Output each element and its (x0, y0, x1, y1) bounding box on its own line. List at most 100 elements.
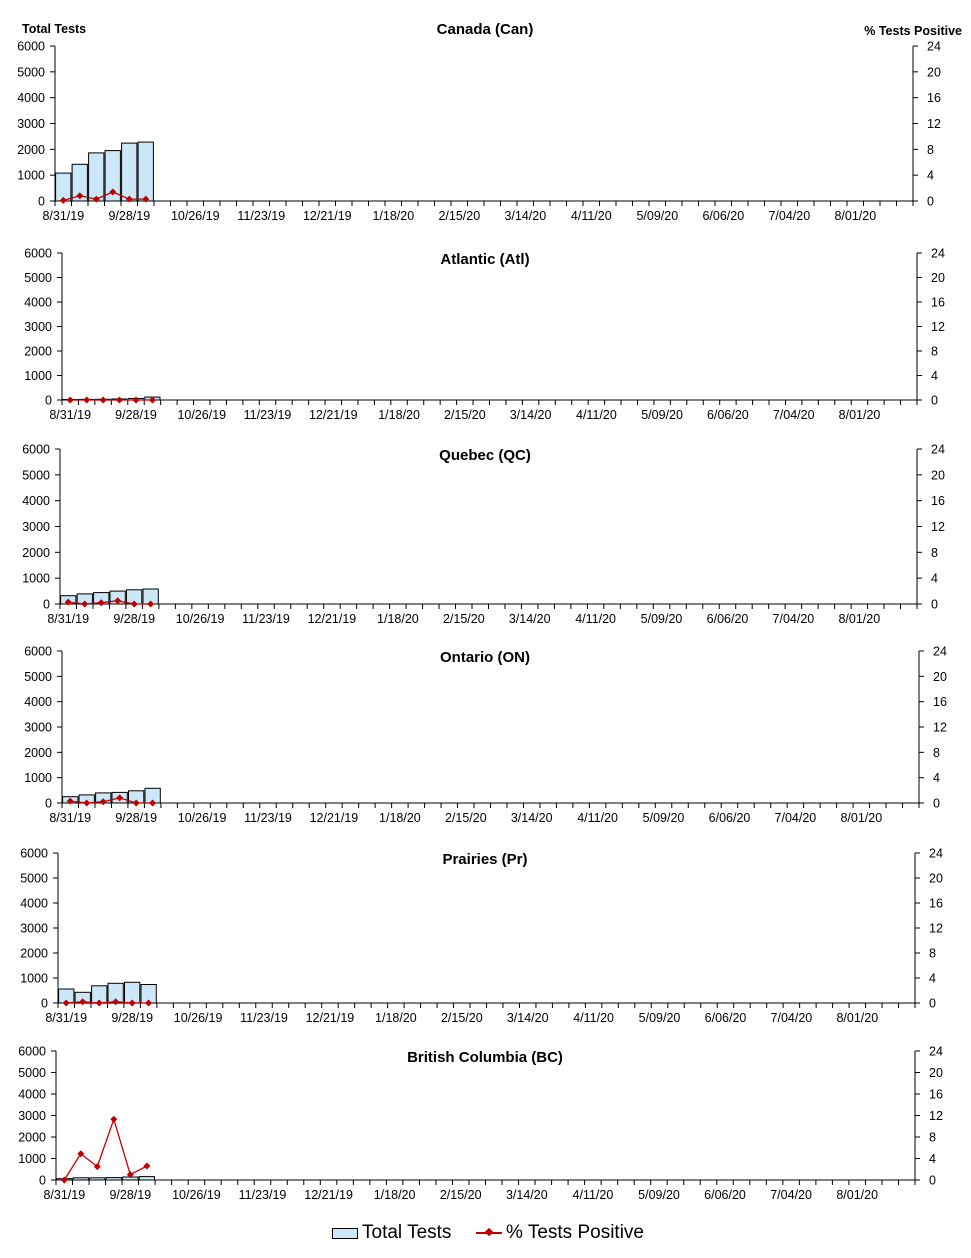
x-tick-label: 5/09/20 (641, 612, 683, 626)
right-tick-label: 4 (929, 972, 936, 986)
chart-title: Canada (Can) (437, 21, 534, 38)
left-tick-label: 1000 (24, 369, 52, 383)
legend-bar-swatch (332, 1227, 358, 1239)
left-tick-label: 1000 (22, 572, 50, 586)
left-tick-label: 4000 (20, 897, 48, 911)
chart-title: Prairies (Pr) (442, 851, 527, 868)
left-tick-label: 2000 (20, 947, 48, 961)
line-pct-positive (63, 1117, 148, 1181)
x-tick-label: 8/31/19 (42, 209, 84, 223)
chart-panel-3: Ontario (ON) 0 1000 2000 3000 4000 5000 6000 0 4 8… (24, 645, 947, 826)
x-tick-label: 2/15/20 (444, 408, 486, 422)
right-tick-label: 16 (927, 91, 941, 105)
x-tick-label: 5/09/20 (639, 1011, 681, 1025)
right-tick-label: 24 (931, 443, 945, 457)
x-tick-label: 2/15/20 (438, 209, 480, 223)
right-tick-label: 12 (929, 922, 943, 936)
right-tick-label: 4 (933, 771, 940, 785)
x-tick-label: 8/01/20 (840, 811, 882, 825)
x-tick-label: 7/04/20 (771, 1011, 813, 1025)
marker-pct-positive (99, 798, 107, 806)
right-tick-label: 0 (931, 394, 938, 408)
right-tick-label: 8 (929, 947, 936, 961)
x-tick-label: 8/31/19 (45, 1011, 87, 1025)
left-tick-label: 4000 (22, 494, 50, 508)
left-tick-label: 1000 (18, 1152, 46, 1166)
left-tick-label: 6000 (24, 645, 52, 659)
x-tick-label: 5/09/20 (643, 811, 685, 825)
left-tick-label: 0 (39, 1174, 46, 1188)
x-tick-label: 12/21/19 (304, 1188, 353, 1202)
left-tick-label: 2000 (24, 345, 52, 359)
x-tick-label: 9/28/19 (108, 209, 150, 223)
right-tick-label: 16 (929, 1088, 943, 1102)
marker-pct-positive (145, 999, 153, 1007)
left-tick-label: 5000 (24, 670, 52, 684)
left-tick-label: 3000 (22, 520, 50, 534)
x-tick-label: 10/26/19 (172, 1188, 221, 1202)
x-tick-label: 10/26/19 (177, 408, 226, 422)
bar-total-tests (55, 172, 72, 202)
x-tick-label: 11/23/19 (242, 612, 290, 626)
x-tick-label: 7/04/20 (775, 811, 817, 825)
right-tick-label: 20 (931, 468, 945, 482)
left-tick-label: 2000 (18, 1131, 46, 1145)
x-tick-label: 2/15/20 (443, 612, 485, 626)
left-tick-label: 3000 (18, 1109, 46, 1123)
left-tick-label: 6000 (20, 847, 48, 861)
right-tick-label: 20 (933, 670, 947, 684)
right-tick-label: 8 (933, 746, 940, 760)
x-tick-label: 6/06/20 (707, 408, 749, 422)
x-tick-label: 8/01/20 (836, 1188, 878, 1202)
marker-pct-positive (116, 794, 124, 802)
right-tick-label: 24 (933, 645, 947, 659)
bar-total-tests (137, 141, 154, 202)
x-tick-label: 11/23/19 (244, 408, 292, 422)
chart-title: Ontario (ON) (440, 649, 530, 666)
x-tick-label: 8/31/19 (49, 408, 91, 422)
bar-total-tests (88, 152, 105, 202)
right-tick-label: 12 (931, 320, 945, 334)
left-tick-label: 0 (43, 598, 50, 612)
marker-pct-positive (147, 600, 155, 608)
marker-pct-positive (99, 396, 107, 404)
x-tick-label: 2/15/20 (441, 1011, 483, 1025)
x-tick-label: 8/31/19 (49, 811, 91, 825)
left-tick-label: 3000 (20, 922, 48, 936)
left-tick-label: 5000 (24, 271, 52, 285)
right-tick-label: 4 (931, 572, 938, 586)
marker-pct-positive (149, 799, 157, 807)
marker-pct-positive (112, 998, 120, 1006)
x-tick-label: 8/01/20 (836, 1011, 878, 1025)
marker-pct-positive (132, 799, 140, 807)
x-tick-label: 6/06/20 (709, 811, 751, 825)
right-tick-label: 0 (929, 997, 936, 1011)
left-tick-label: 1000 (24, 771, 52, 785)
right-tick-label: 8 (929, 1131, 936, 1145)
right-tick-label: 0 (927, 195, 934, 209)
right-tick-label: 12 (927, 117, 941, 131)
right-tick-label: 24 (927, 40, 941, 54)
left-tick-label: 5000 (18, 1066, 46, 1080)
marker-pct-positive (148, 396, 156, 404)
left-tick-label: 0 (45, 797, 52, 811)
right-tick-label: 4 (929, 1152, 936, 1166)
bar-total-tests (121, 142, 138, 202)
left-tick-label: 1000 (20, 972, 48, 986)
x-tick-label: 10/26/19 (178, 811, 227, 825)
x-tick-label: 4/11/20 (575, 612, 616, 626)
right-tick-label: 4 (927, 169, 934, 183)
left-tick-label: 3000 (17, 117, 45, 131)
marker-pct-positive (142, 195, 150, 203)
x-tick-label: 12/21/19 (308, 612, 357, 626)
right-tick-label: 20 (929, 872, 943, 886)
x-tick-label: 7/04/20 (770, 1188, 812, 1202)
x-tick-label: 11/23/19 (244, 811, 292, 825)
marker-pct-positive (125, 195, 133, 203)
x-tick-label: 8/01/20 (839, 408, 881, 422)
marker-pct-positive (66, 396, 74, 404)
chart-panel-4: Prairies (Pr) 0 1000 2000 3000 4000 5000 6000 0 4… (20, 847, 943, 1026)
marker-pct-positive (143, 1162, 151, 1170)
marker-pct-positive (83, 396, 91, 404)
x-tick-label: 3/14/20 (504, 209, 546, 223)
